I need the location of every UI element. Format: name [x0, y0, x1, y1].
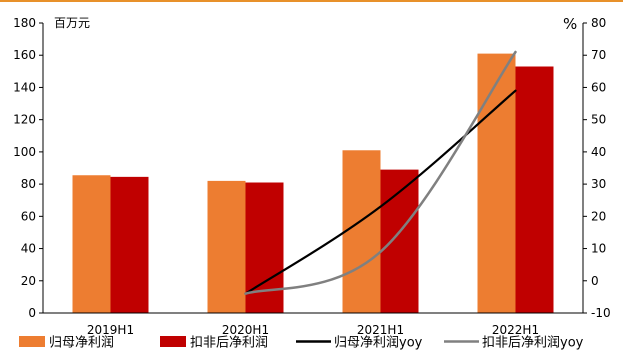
- legend-label: 归母净利润yoy: [334, 336, 423, 351]
- bar: [72, 175, 111, 313]
- right-tick-label: 30: [591, 177, 606, 191]
- top-border-line: [0, 0, 623, 2]
- left-axis: 0 20 40 60 80 100 120 140 160 180: [13, 16, 44, 320]
- left-tick-label: 100: [13, 145, 36, 159]
- right-tick-label: 50: [591, 113, 606, 127]
- bar: [342, 150, 381, 313]
- category-axis: 2019H1 2020H1 2021H1 2022H1: [43, 312, 583, 337]
- legend-item: 归母净利润yoy: [296, 336, 423, 351]
- left-tick-label: 60: [21, 209, 36, 223]
- series-line: [244, 50, 517, 295]
- category-label: 2019H1: [87, 323, 134, 337]
- bar: [515, 66, 554, 313]
- legend-label: 扣非后净利润yoy: [482, 336, 584, 351]
- category-label: 2021H1: [357, 323, 404, 337]
- bar: [477, 53, 516, 313]
- legend-swatch: [19, 336, 45, 347]
- right-tick-label: 40: [591, 145, 606, 159]
- bar: [380, 169, 419, 313]
- right-tick-label: 70: [591, 48, 606, 62]
- category-label: 2022H1: [492, 323, 539, 337]
- left-tick-label: 40: [21, 242, 36, 256]
- left-tick-label: 180: [13, 16, 36, 30]
- right-tick-label: -10: [591, 306, 611, 320]
- legend-item: 扣非后净利润yoy: [444, 336, 584, 351]
- legend-label: 扣非后净利润: [190, 336, 268, 351]
- legend-item: 扣非后净利润: [160, 336, 268, 351]
- legend-item: 归母净利润: [19, 336, 114, 351]
- left-tick-label: 20: [21, 274, 36, 288]
- right-tick-label: 80: [591, 16, 606, 30]
- legend-label: 归母净利润: [49, 336, 114, 351]
- legend-swatch: [160, 336, 186, 347]
- left-tick-label: 140: [13, 80, 36, 94]
- right-tick-label: 0: [591, 274, 599, 288]
- left-tick-label: 160: [13, 48, 36, 62]
- series-line: [244, 89, 517, 295]
- category-label: 2020H1: [222, 323, 269, 337]
- right-tick-label: 10: [591, 242, 606, 256]
- left-tick-label: 0: [28, 306, 36, 320]
- bar: [207, 180, 246, 313]
- left-tick-label: 120: [13, 113, 36, 127]
- bar-series: [72, 53, 554, 313]
- right-unit-label: %: [563, 15, 577, 33]
- line-series: [244, 50, 517, 295]
- right-tick-label: 20: [591, 209, 606, 223]
- legend: 归母净利润 扣非后净利润 归母净利润yoy 扣非后净利润yoy: [19, 336, 584, 351]
- left-unit-label: 百万元: [54, 16, 90, 30]
- left-tick-label: 80: [21, 177, 36, 191]
- bar: [110, 176, 149, 313]
- right-axis: -10 0 10 20 30 40 50 60 70 80: [582, 16, 611, 320]
- right-tick-label: 60: [591, 80, 606, 94]
